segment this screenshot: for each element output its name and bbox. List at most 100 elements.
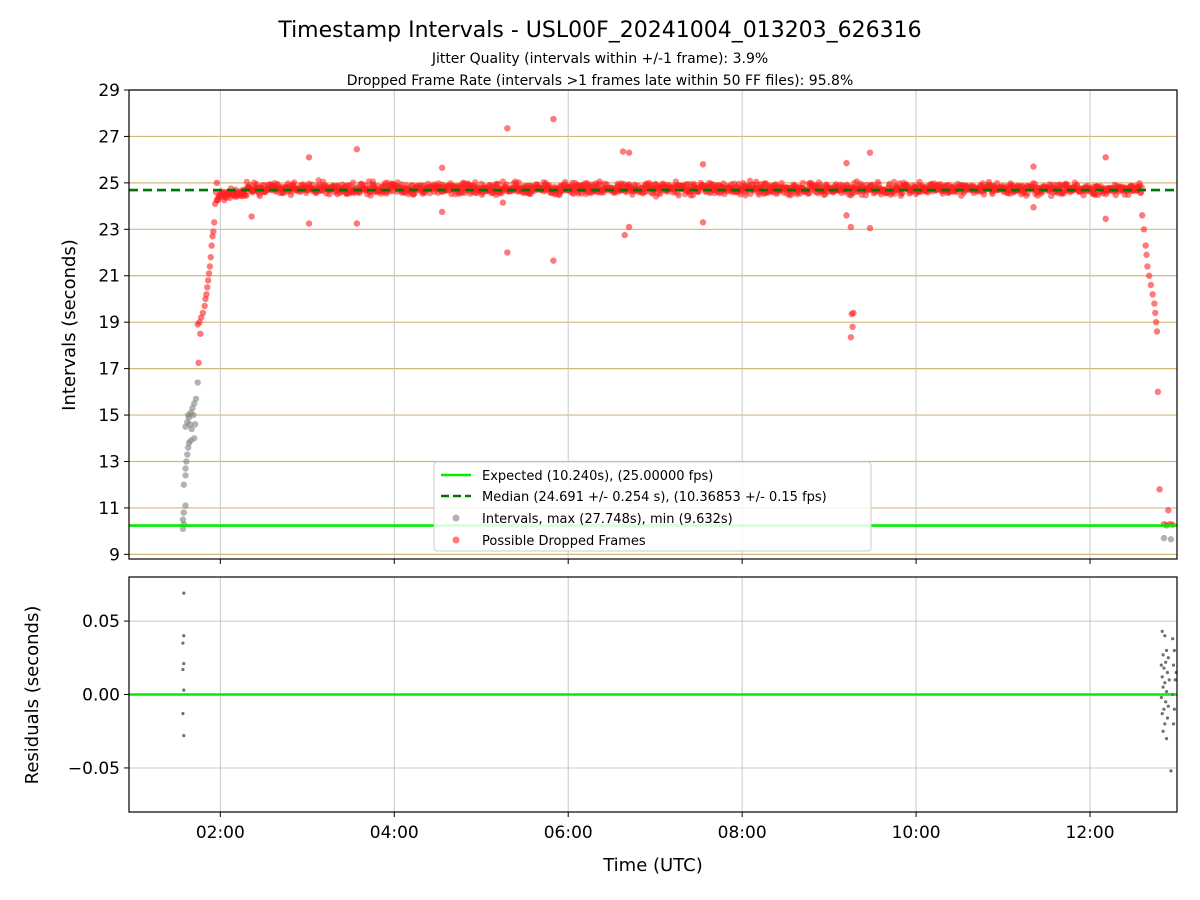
dropped-frame-point — [1165, 507, 1172, 514]
y-tick-label: 23 — [98, 220, 120, 240]
dropped-frame-point — [1152, 309, 1159, 317]
residuals-y-axis-label: Residuals (seconds) — [22, 606, 43, 785]
chart-subtitle-jitter: Jitter Quality (intervals within +/-1 fr… — [431, 51, 768, 67]
x-tick-label: 10:00 — [892, 823, 941, 843]
dropped-frame-point — [438, 208, 446, 216]
residual-point — [181, 711, 185, 716]
residual-point — [1169, 769, 1173, 773]
interval-point — [182, 465, 189, 472]
interval-point — [188, 425, 195, 433]
dropped-frame-point — [1102, 215, 1109, 223]
residual-point — [1165, 716, 1170, 720]
y-tick-label: 19 — [98, 313, 120, 333]
dropped-frame-point — [843, 159, 850, 167]
residual-point — [1160, 711, 1164, 716]
intervals-y-ticks: 9 11 13 15 17 19 21 23 25 27 29 — [98, 81, 129, 565]
interval-point — [192, 395, 200, 402]
y-tick-label: −0.05 — [68, 759, 120, 779]
interval-point — [179, 516, 187, 523]
interval-point — [191, 421, 199, 428]
dropped-frame-point — [206, 263, 214, 270]
residuals-panel: 0.05 0.00 −0.05 02:00 04:00 06:00 08:00 10:00 1… — [22, 576, 1178, 876]
dropped-frame-point — [1080, 192, 1087, 199]
y-tick-label: 9 — [109, 545, 120, 565]
residual-point — [1171, 663, 1176, 667]
residual-point — [1172, 648, 1176, 653]
legend-intervals-marker — [452, 514, 460, 522]
dropped-frame-point — [848, 310, 855, 318]
dropped-frame-point — [1102, 154, 1109, 161]
residual-point — [1159, 695, 1163, 700]
residual-point — [1173, 678, 1177, 682]
dropped-frame-point — [305, 154, 313, 161]
dropped-frame-point — [1144, 263, 1151, 270]
dropped-frame-point — [1030, 204, 1037, 211]
residual-point — [1164, 700, 1168, 704]
dropped-frame-point — [1140, 226, 1148, 233]
dropped-frame-point — [1153, 328, 1161, 335]
dropped-frame-point — [699, 219, 707, 226]
intervals-plot-frame — [128, 89, 1178, 560]
residual-point — [1162, 666, 1166, 670]
dropped-frame-point — [847, 334, 855, 341]
residual-point — [1162, 707, 1166, 711]
interval-point — [182, 472, 189, 479]
dropped-frame-point — [866, 149, 874, 156]
x-tick-label: 12:00 — [1066, 823, 1115, 843]
interval-point — [180, 509, 187, 516]
dropped-frame-point — [619, 148, 627, 155]
residual-point — [182, 662, 186, 666]
legend-box — [433, 461, 872, 552]
dropped-frame-point — [866, 224, 874, 232]
interval-point — [190, 411, 197, 419]
dropped-frame-point — [207, 253, 214, 261]
legend-dropped-marker — [452, 536, 460, 544]
residual-point — [1161, 729, 1165, 733]
dropped-frame-point — [201, 302, 208, 310]
x-tick-label: 06:00 — [544, 823, 593, 843]
x-tick-label: 02:00 — [196, 823, 245, 843]
dropped-frame-point — [504, 249, 511, 256]
legend-intervals-label: Intervals, max (27.748s), min (9.632s) — [482, 512, 733, 527]
dropped-frame-point — [689, 191, 697, 199]
y-tick-label: 25 — [98, 174, 120, 194]
residual-point — [1163, 722, 1167, 726]
dropped-frame-point — [1154, 388, 1162, 396]
dropped-frame-point — [1030, 163, 1037, 170]
dropped-frame-point — [847, 223, 855, 231]
interval-point — [184, 411, 192, 419]
dropped-frame-point — [211, 200, 219, 207]
residual-point — [181, 641, 185, 645]
dropped-frame-point — [353, 146, 361, 153]
dropped-frame-point — [849, 323, 856, 331]
residual-point — [1164, 660, 1168, 664]
dropped-frame-point — [291, 179, 298, 186]
dropped-frame-point — [211, 219, 218, 226]
y-tick-label: 17 — [98, 360, 120, 380]
interval-point — [184, 451, 191, 458]
dropped-frame-point — [243, 192, 250, 199]
dropped-frame-point — [205, 270, 213, 277]
residual-point — [1171, 692, 1175, 697]
residuals-series — [181, 591, 1178, 773]
residual-point — [1167, 678, 1171, 682]
residual-point — [182, 634, 186, 638]
dropped-frame-point — [1151, 300, 1158, 307]
residual-point — [1163, 634, 1167, 638]
dropped-frame-point — [197, 330, 204, 337]
dropped-frame-point — [799, 179, 807, 187]
legend-dropped-label: Possible Dropped Frames — [482, 534, 646, 549]
interval-point — [194, 379, 201, 386]
y-tick-label: 0.00 — [82, 686, 120, 706]
residual-point — [1164, 648, 1169, 653]
dropped-frame-point — [515, 179, 522, 186]
residual-point — [1161, 685, 1165, 689]
interval-point — [191, 435, 198, 442]
legend-median-label: Median (24.691 +/- 0.254 s), (10.36853 +… — [482, 490, 827, 505]
residual-point — [1159, 663, 1163, 667]
chart-title: Timestamp Intervals - USL00F_20241004_01… — [277, 18, 921, 43]
dropped-frame-point — [210, 228, 217, 235]
intervals-panel: 9 11 13 15 17 19 21 23 25 27 29 Intervals (seconds… — [59, 81, 1178, 565]
dropped-frame-point — [1147, 281, 1155, 289]
x-tick-label: 04:00 — [370, 823, 419, 843]
